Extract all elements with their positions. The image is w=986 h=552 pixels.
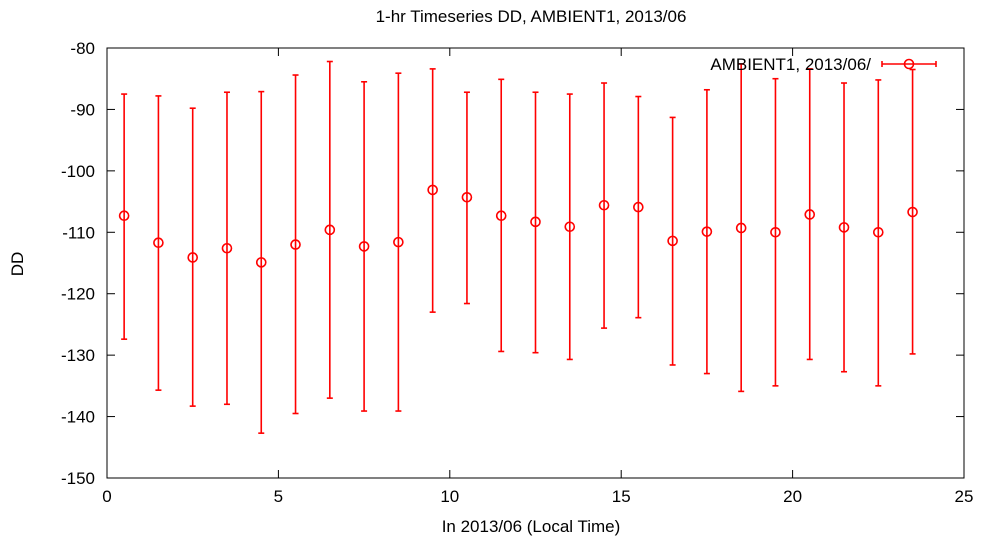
data-point: [735, 222, 747, 234]
x-tick-label: 10: [440, 487, 459, 506]
y-tick-label: -130: [61, 346, 95, 365]
y-tick-label: -120: [61, 285, 95, 304]
data-point: [530, 216, 541, 228]
data-points: [118, 184, 918, 268]
x-tick-label: 15: [612, 487, 631, 506]
data-point: [804, 209, 816, 220]
x-axis-title: In 2013/06 (Local Time): [442, 517, 621, 536]
data-point: [838, 222, 850, 233]
data-point: [255, 257, 267, 268]
data-point: [770, 226, 781, 238]
y-tick-label: -150: [61, 469, 95, 488]
data-point: [290, 239, 301, 250]
x-tick-label: 20: [783, 487, 802, 506]
y-axis: -150 -140 -130 -120 -110 -100 -90 -80: [61, 39, 964, 488]
error-bars: [121, 60, 916, 434]
data-point: [358, 241, 370, 252]
chart-title: 1-hr Timeseries DD, AMBIENT1, 2013/06: [376, 7, 687, 26]
data-point: [667, 235, 678, 247]
x-tick-label: 5: [274, 487, 283, 506]
x-tick-label: 0: [102, 487, 111, 506]
data-point: [564, 221, 576, 233]
data-point: [393, 236, 404, 248]
data-point: [324, 224, 336, 236]
data-point: [495, 210, 507, 221]
data-point: [153, 237, 164, 249]
y-tick-label: -140: [61, 408, 95, 427]
x-tick-label: 25: [955, 487, 974, 506]
y-tick-label: -110: [62, 223, 95, 242]
data-point: [907, 206, 918, 218]
legend-marker: [903, 58, 915, 70]
x-axis: 0 5 10 15 20 25: [102, 48, 973, 506]
data-point: [461, 191, 473, 203]
data-point: [633, 201, 644, 213]
data-point: [187, 252, 198, 263]
data-point: [872, 226, 884, 238]
legend-label: AMBIENT1, 2013/06/: [710, 55, 871, 74]
data-point: [598, 199, 610, 211]
y-tick-label: -80: [70, 39, 95, 58]
legend: AMBIENT1, 2013/06/: [710, 55, 937, 74]
y-tick-label: -100: [61, 162, 95, 181]
plot-area-frame: [106, 47, 965, 479]
data-point: [221, 242, 233, 254]
y-tick-label: -90: [70, 100, 95, 119]
data-point: [118, 210, 130, 221]
y-axis-title: DD: [8, 252, 27, 277]
data-point: [427, 184, 438, 196]
data-point: [701, 226, 713, 237]
